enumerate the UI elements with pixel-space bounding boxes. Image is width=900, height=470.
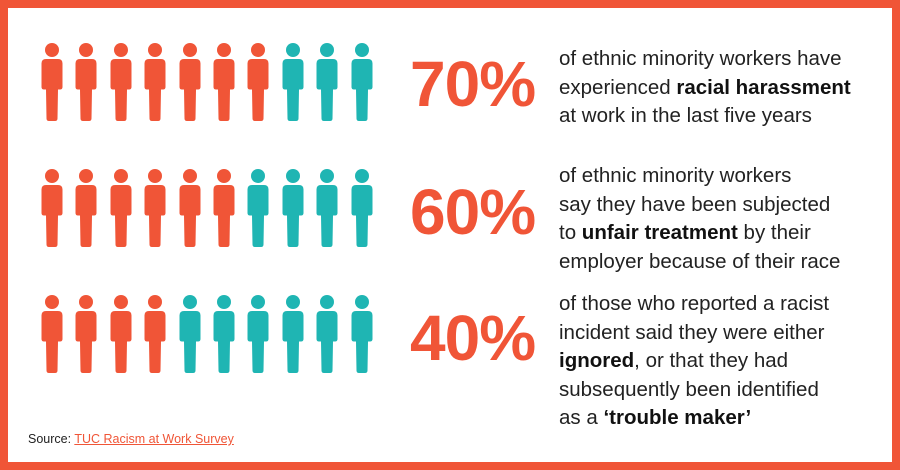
desc-emphasis: ‘trouble maker’ (603, 406, 752, 429)
person-icon (143, 42, 167, 122)
person-icon (178, 42, 202, 122)
person-icon (281, 168, 305, 248)
desc-text: by their (737, 221, 811, 244)
person-icon (315, 294, 339, 374)
desc-line: of ethnic minority workers (559, 164, 792, 187)
person-icon (246, 168, 270, 248)
stat-description-1: of ethnic minority workers have experien… (559, 45, 889, 131)
desc-line: experienced racial harassment (559, 74, 889, 103)
person-icon (281, 42, 305, 122)
person-icon (40, 42, 64, 122)
stat-description-3: of those who reported a racist incident … (559, 290, 889, 433)
desc-text: as a (559, 406, 604, 429)
percent-label-2: 60% (410, 176, 536, 248)
desc-line: subsequently been identified (559, 377, 819, 401)
desc-emphasis: ignored (559, 349, 635, 372)
infographic-panel: 70% of ethnic minority workers have expe… (8, 8, 892, 462)
person-icon (350, 168, 374, 248)
person-icon (178, 294, 202, 374)
person-icon (315, 42, 339, 122)
desc-text: experienced (559, 75, 677, 99)
person-icon (350, 42, 374, 122)
person-icon (74, 42, 98, 122)
pictogram-row-3 (40, 294, 373, 374)
desc-line: incident said they were either (559, 320, 825, 344)
stat-description-2: of ethnic minority workers say they have… (559, 162, 889, 276)
person-icon (109, 294, 133, 374)
person-icon (74, 168, 98, 248)
desc-text: , or that they had (634, 349, 789, 372)
source-label: Source: (28, 432, 75, 446)
desc-emphasis: racial harassment (676, 75, 851, 99)
desc-line: of those who reported a racist (559, 292, 830, 315)
person-icon (315, 168, 339, 248)
person-icon (178, 168, 202, 248)
desc-emphasis: unfair treatment (581, 221, 738, 244)
desc-line: as a ‘trouble maker’ (559, 404, 889, 433)
desc-line: at work in the last five years (559, 104, 812, 127)
pictogram-row-2 (40, 168, 373, 248)
source-note: Source: TUC Racism at Work Survey (28, 432, 234, 446)
person-icon (281, 294, 305, 374)
person-icon (143, 168, 167, 248)
desc-line: to unfair treatment by their (559, 219, 889, 248)
person-icon (109, 168, 133, 248)
desc-line: say they have been subjected (559, 192, 831, 216)
person-icon (212, 42, 236, 122)
person-icon (143, 294, 167, 374)
desc-line: of ethnic minority workers have (559, 47, 842, 70)
person-icon (246, 42, 270, 122)
person-icon (350, 294, 374, 374)
person-icon (40, 168, 64, 248)
person-icon (109, 42, 133, 122)
percent-label-1: 70% (410, 48, 536, 120)
person-icon (74, 294, 98, 374)
person-icon (212, 294, 236, 374)
source-link[interactable]: TUC Racism at Work Survey (74, 432, 234, 446)
percent-label-3: 40% (410, 302, 536, 374)
desc-line: ignored, or that they had (559, 347, 889, 376)
desc-line: employer because of their race (559, 249, 841, 273)
person-icon (40, 294, 64, 374)
pictogram-row-1 (40, 42, 373, 122)
person-icon (246, 294, 270, 374)
desc-text: to (559, 221, 582, 244)
person-icon (212, 168, 236, 248)
